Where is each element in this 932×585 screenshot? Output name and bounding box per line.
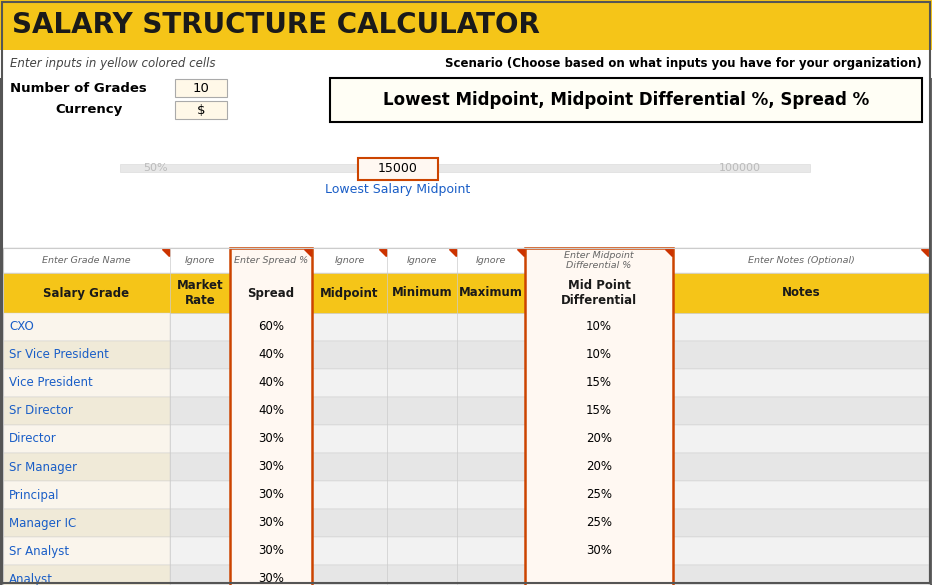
- Bar: [358, 158, 438, 180]
- Polygon shape: [449, 249, 456, 256]
- Text: Enter Grade Name: Enter Grade Name: [42, 256, 130, 265]
- Text: Number of Grades: Number of Grades: [10, 81, 146, 95]
- Text: 40%: 40%: [258, 349, 284, 362]
- Text: 30%: 30%: [258, 488, 284, 501]
- Text: 30%: 30%: [258, 432, 284, 446]
- Text: Director: Director: [9, 432, 57, 446]
- Text: Lowest Salary Midpoint: Lowest Salary Midpoint: [325, 183, 471, 196]
- Text: Maximum: Maximum: [459, 287, 523, 300]
- Bar: [3, 248, 929, 273]
- Polygon shape: [517, 249, 524, 256]
- Bar: [3, 453, 929, 481]
- Text: Market
Rate: Market Rate: [177, 279, 224, 307]
- Text: Manager IC: Manager IC: [9, 517, 76, 529]
- Text: Currency: Currency: [55, 104, 122, 116]
- Bar: [3, 537, 170, 565]
- Text: Ignore: Ignore: [185, 256, 215, 265]
- Text: Enter inputs in yellow colored cells: Enter inputs in yellow colored cells: [10, 57, 215, 71]
- Bar: [175, 101, 227, 119]
- Text: Enter Midpoint
Differential %: Enter Midpoint Differential %: [564, 251, 634, 270]
- Text: Principal: Principal: [9, 488, 60, 501]
- Text: 20%: 20%: [586, 460, 612, 473]
- Text: Enter Spread %: Enter Spread %: [234, 256, 308, 265]
- Text: Scenario (Choose based on what inputs you have for your organization): Scenario (Choose based on what inputs yo…: [445, 57, 922, 71]
- Bar: [3, 425, 929, 453]
- Text: 60%: 60%: [258, 321, 284, 333]
- Bar: [3, 565, 929, 585]
- Text: Ignore: Ignore: [406, 256, 437, 265]
- Bar: [3, 341, 929, 369]
- Bar: [3, 341, 170, 369]
- Text: Analyst: Analyst: [9, 573, 53, 585]
- Text: Sr Director: Sr Director: [9, 404, 73, 418]
- Bar: [3, 453, 170, 481]
- Bar: [3, 481, 929, 509]
- Text: $: $: [197, 104, 205, 116]
- Text: 10: 10: [193, 81, 210, 95]
- Text: 30%: 30%: [258, 517, 284, 529]
- Bar: [3, 481, 170, 509]
- Text: 15%: 15%: [586, 377, 612, 390]
- Bar: [3, 509, 929, 537]
- Text: Sr Analyst: Sr Analyst: [9, 545, 69, 558]
- Text: 100000: 100000: [719, 163, 761, 173]
- Polygon shape: [379, 249, 386, 256]
- Text: 10%: 10%: [586, 349, 612, 362]
- Bar: [330, 78, 922, 122]
- Text: Salary Grade: Salary Grade: [44, 287, 130, 300]
- Text: 10%: 10%: [586, 321, 612, 333]
- Text: 15000: 15000: [378, 163, 418, 176]
- Text: Enter Notes (Optional): Enter Notes (Optional): [747, 256, 855, 265]
- Bar: [3, 565, 170, 585]
- Text: 50%: 50%: [143, 163, 168, 173]
- Polygon shape: [162, 249, 169, 256]
- Text: Mid Point
Differential: Mid Point Differential: [561, 279, 637, 307]
- Bar: [3, 537, 929, 565]
- Bar: [3, 397, 170, 425]
- Bar: [3, 273, 929, 313]
- Bar: [3, 369, 929, 397]
- Bar: [3, 313, 170, 341]
- Bar: [0, 0, 932, 50]
- Text: Minimum: Minimum: [391, 287, 452, 300]
- Polygon shape: [665, 249, 672, 256]
- Text: 40%: 40%: [258, 404, 284, 418]
- Text: Sr Manager: Sr Manager: [9, 460, 77, 473]
- Text: CXO: CXO: [9, 321, 34, 333]
- Text: Notes: Notes: [782, 287, 820, 300]
- Bar: [3, 248, 929, 585]
- Polygon shape: [921, 249, 928, 256]
- Bar: [3, 509, 170, 537]
- Text: 25%: 25%: [586, 488, 612, 501]
- Text: Sr Vice President: Sr Vice President: [9, 349, 109, 362]
- Text: 20%: 20%: [586, 432, 612, 446]
- Text: 40%: 40%: [258, 377, 284, 390]
- Text: Ignore: Ignore: [335, 256, 364, 265]
- Text: 30%: 30%: [258, 573, 284, 585]
- Bar: [3, 313, 929, 341]
- Bar: [3, 369, 170, 397]
- Text: Midpoint: Midpoint: [321, 287, 378, 300]
- Bar: [3, 397, 929, 425]
- Bar: [230, 248, 312, 585]
- Bar: [120, 164, 810, 172]
- Text: Spread: Spread: [247, 287, 295, 300]
- Bar: [0, 50, 932, 78]
- Text: 30%: 30%: [586, 545, 612, 558]
- Bar: [525, 248, 673, 585]
- Text: 25%: 25%: [586, 517, 612, 529]
- Text: 30%: 30%: [258, 545, 284, 558]
- Text: Ignore: Ignore: [476, 256, 506, 265]
- Text: Lowest Midpoint, Midpoint Differential %, Spread %: Lowest Midpoint, Midpoint Differential %…: [383, 91, 870, 109]
- Text: 30%: 30%: [258, 460, 284, 473]
- Text: SALARY STRUCTURE CALCULATOR: SALARY STRUCTURE CALCULATOR: [12, 11, 540, 39]
- Bar: [3, 425, 170, 453]
- Polygon shape: [304, 249, 311, 256]
- Text: 15%: 15%: [586, 404, 612, 418]
- Text: Vice President: Vice President: [9, 377, 93, 390]
- Bar: [175, 79, 227, 97]
